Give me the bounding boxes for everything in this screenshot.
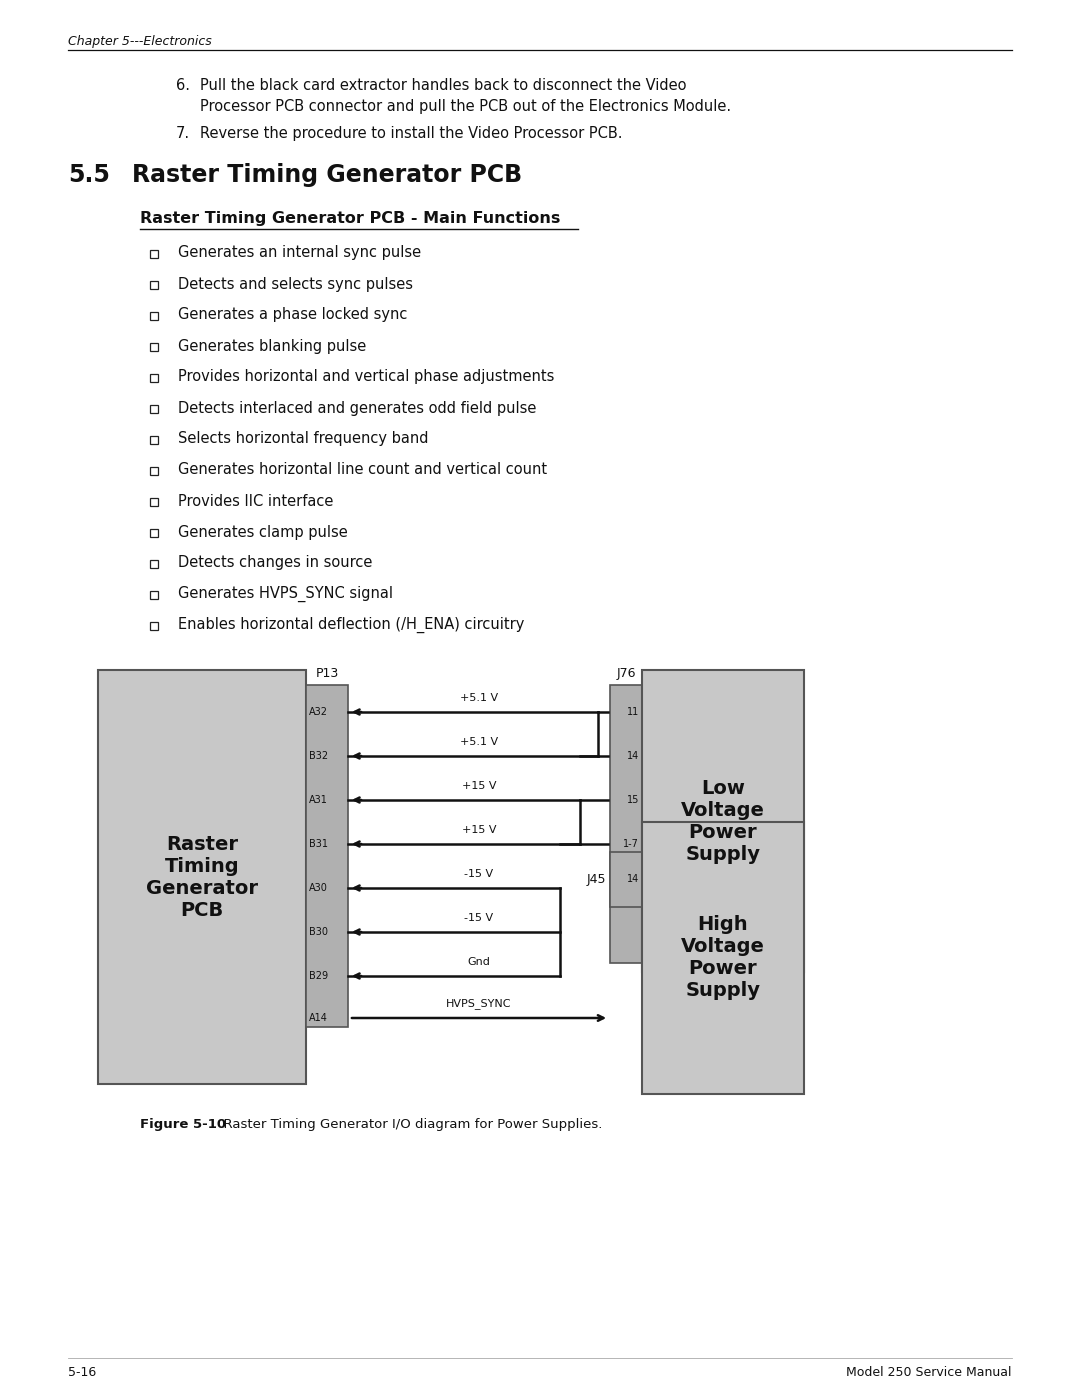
Bar xyxy=(150,250,158,258)
Text: 11: 11 xyxy=(626,707,639,717)
Bar xyxy=(150,344,158,351)
Text: HVPS_SYNC: HVPS_SYNC xyxy=(446,997,512,1009)
Text: B31: B31 xyxy=(309,840,328,849)
Bar xyxy=(642,821,804,1094)
Text: Generates a phase locked sync: Generates a phase locked sync xyxy=(178,307,407,323)
Text: A32: A32 xyxy=(309,707,328,717)
Text: High
Voltage
Power
Supply: High Voltage Power Supply xyxy=(681,915,765,1000)
Text: Chapter 5---Electronics: Chapter 5---Electronics xyxy=(68,35,212,47)
Text: 15: 15 xyxy=(626,795,639,805)
Text: Raster Timing Generator I/O diagram for Power Supplies.: Raster Timing Generator I/O diagram for … xyxy=(215,1118,603,1132)
Text: Provides horizontal and vertical phase adjustments: Provides horizontal and vertical phase a… xyxy=(178,369,554,384)
Bar xyxy=(642,671,804,972)
Text: Pull the black card extractor handles back to disconnect the Video: Pull the black card extractor handles ba… xyxy=(200,78,687,94)
Bar xyxy=(610,685,642,963)
Bar xyxy=(150,436,158,444)
Text: +15 V: +15 V xyxy=(462,781,496,791)
Bar xyxy=(150,281,158,289)
Bar xyxy=(150,467,158,475)
Text: Low
Voltage
Power
Supply: Low Voltage Power Supply xyxy=(681,778,765,863)
Bar xyxy=(150,560,158,569)
Text: Detects and selects sync pulses: Detects and selects sync pulses xyxy=(178,277,413,292)
Text: Processor PCB connector and pull the PCB out of the Electronics Module.: Processor PCB connector and pull the PCB… xyxy=(200,99,731,115)
Text: A30: A30 xyxy=(309,883,328,893)
Text: Raster
Timing
Generator
PCB: Raster Timing Generator PCB xyxy=(146,834,258,919)
Text: Selects horizontal frequency band: Selects horizontal frequency band xyxy=(178,432,429,447)
Text: +5.1 V: +5.1 V xyxy=(460,738,498,747)
Text: B30: B30 xyxy=(309,928,328,937)
Bar xyxy=(150,622,158,630)
Text: Provides IIC interface: Provides IIC interface xyxy=(178,493,334,509)
Text: 6.: 6. xyxy=(176,78,190,94)
Text: P13: P13 xyxy=(315,666,339,680)
Text: 14: 14 xyxy=(626,875,639,884)
Text: Figure 5-10: Figure 5-10 xyxy=(140,1118,226,1132)
Text: +5.1 V: +5.1 V xyxy=(460,693,498,703)
Text: J45: J45 xyxy=(586,873,606,886)
Text: Model 250 Service Manual: Model 250 Service Manual xyxy=(847,1366,1012,1379)
Bar xyxy=(150,591,158,599)
Bar xyxy=(150,374,158,381)
Bar xyxy=(150,312,158,320)
Bar xyxy=(150,529,158,536)
Bar xyxy=(150,497,158,506)
Bar xyxy=(306,685,348,1027)
Text: Raster Timing Generator PCB: Raster Timing Generator PCB xyxy=(132,163,522,187)
Text: Generates clamp pulse: Generates clamp pulse xyxy=(178,524,348,539)
Text: 5.5: 5.5 xyxy=(68,163,110,187)
Text: 14: 14 xyxy=(626,752,639,761)
Text: Reverse the procedure to install the Video Processor PCB.: Reverse the procedure to install the Vid… xyxy=(200,126,622,141)
Bar xyxy=(150,405,158,414)
Text: +15 V: +15 V xyxy=(462,826,496,835)
Text: -15 V: -15 V xyxy=(464,869,494,879)
Text: Enables horizontal deflection (/H_ENA) circuitry: Enables horizontal deflection (/H_ENA) c… xyxy=(178,617,525,633)
Text: 7.: 7. xyxy=(176,126,190,141)
Text: B29: B29 xyxy=(309,971,328,981)
Text: A14: A14 xyxy=(309,1013,328,1023)
Text: Detects interlaced and generates odd field pulse: Detects interlaced and generates odd fie… xyxy=(178,401,537,415)
Bar xyxy=(610,852,642,907)
Bar xyxy=(98,671,306,1084)
Text: 1-7: 1-7 xyxy=(623,840,639,849)
Text: Detects changes in source: Detects changes in source xyxy=(178,556,373,570)
Text: Generates horizontal line count and vertical count: Generates horizontal line count and vert… xyxy=(178,462,548,478)
Text: A31: A31 xyxy=(309,795,328,805)
Text: B32: B32 xyxy=(309,752,328,761)
Text: J76: J76 xyxy=(617,666,636,680)
Text: -15 V: -15 V xyxy=(464,914,494,923)
Text: Gnd: Gnd xyxy=(468,957,490,967)
Text: Generates an internal sync pulse: Generates an internal sync pulse xyxy=(178,246,421,260)
Text: Generates HVPS_SYNC signal: Generates HVPS_SYNC signal xyxy=(178,585,393,602)
Text: 5-16: 5-16 xyxy=(68,1366,96,1379)
Text: Generates blanking pulse: Generates blanking pulse xyxy=(178,338,366,353)
Text: Raster Timing Generator PCB - Main Functions: Raster Timing Generator PCB - Main Funct… xyxy=(140,211,561,226)
